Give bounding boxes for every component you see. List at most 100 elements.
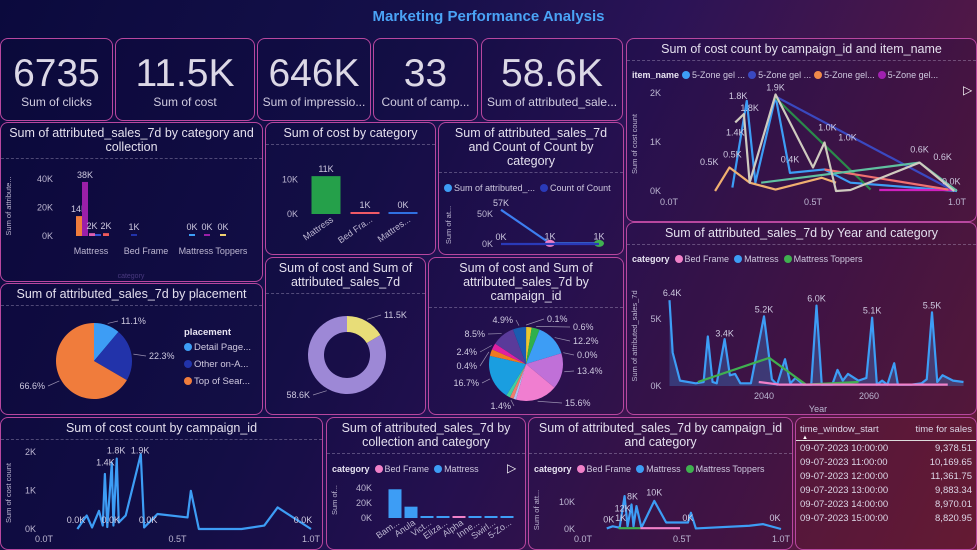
legend-dot-icon (184, 343, 192, 351)
data-label: 1.0K (838, 132, 857, 142)
kpi-card-attributed-sales[interactable]: 58.6K Sum of attributed_sale... (481, 38, 623, 121)
pie-slice (347, 316, 381, 344)
slice-label: 16.7% (453, 378, 479, 388)
leader-line (479, 351, 490, 367)
legend-item[interactable]: Bed Frame (576, 464, 631, 474)
kpi-card-clicks[interactable]: 6735 Sum of clicks (0, 38, 113, 121)
sales-time-table[interactable]: time_window_start ▲ time for sales 09-07-… (795, 417, 977, 550)
slice-label: 0.4% (456, 361, 477, 371)
pie-slice (516, 364, 555, 401)
legend-next-arrow-icon[interactable]: ▷ (963, 83, 973, 97)
legend-item[interactable]: Mattress (434, 464, 479, 474)
data-label: 0.0K (139, 515, 158, 525)
data-label: 1.0K (818, 123, 837, 133)
legend-item[interactable]: Mattress Toppers (685, 464, 764, 474)
legend-item[interactable]: 5-Zone gel ... (748, 70, 811, 80)
legend-item[interactable]: Detail Page... (184, 342, 251, 353)
chart-legend: category Bed Frame Mattress Mattress Top… (632, 254, 862, 264)
chart-sales-by-collection-category[interactable]: Sum of attributed_sales_7d by collection… (326, 417, 526, 550)
kpi-card-cost[interactable]: 11.5K Sum of cost (115, 38, 255, 121)
legend-item[interactable]: 5-Zone gel... (877, 70, 938, 80)
legend-next-arrow-icon[interactable]: ▷ (507, 461, 517, 475)
chart-title: Sum of cost count by campaign_id and ite… (627, 39, 976, 61)
data-label: 1.8K (740, 103, 759, 113)
chart-sales-by-year-category[interactable]: Sum of attributed_sales_7d by Year and c… (626, 222, 977, 415)
x-tick-label: Mattress (301, 214, 335, 242)
leader-line (107, 320, 119, 324)
legend-dot-icon (682, 71, 691, 79)
chart-sales-and-count-by-category[interactable]: Sum of attributed_sales_7d and Count of … (438, 122, 624, 255)
chart-title: Sum of attributed_sales_7d by placement (1, 284, 262, 306)
chart-cost-count-by-campaign-item[interactable]: Sum of cost count by campaign_id and ite… (626, 38, 977, 222)
x-tick-label: Mattress Toppers (179, 246, 248, 256)
legend-dot-icon (734, 255, 743, 263)
pie-slice (512, 327, 526, 364)
chart-sales-by-campaign-category[interactable]: Sum of attributed_sales_7d by campaign_i… (528, 417, 793, 550)
chart-title: Sum of cost count by campaign_id (1, 418, 322, 440)
legend-item[interactable]: 5-Zone gel... (814, 70, 875, 80)
x-tick-label: 1.0T (772, 534, 791, 544)
chart-plot: 0K 20K 40K Sum of attribute... 14K 38K 2K 2K 1K 0… (4, 170, 248, 280)
chart-plot: 11.1% 22.3% 66.6% (19, 316, 175, 399)
column-label: time_window_start (800, 424, 879, 435)
time-window-start-cell: 09-07-2023 15:00:00 (800, 512, 889, 524)
leader-line (554, 337, 571, 342)
leader-line (367, 314, 382, 320)
slice-label: 58.6K (286, 390, 310, 400)
kpi-card-impressions[interactable]: 646K Sum of impressio... (257, 38, 371, 121)
chart-title: Sum of attributed_sales_7d by category a… (1, 123, 262, 159)
legend-item[interactable]: Mattress (734, 254, 779, 264)
legend-item[interactable]: Top of Sear... (184, 376, 251, 387)
legend-item[interactable]: Other on-A... (184, 359, 251, 370)
legend-item[interactable]: Mattress Toppers (783, 254, 862, 264)
table-row[interactable]: 09-07-2023 13:00:00 9,883.34 (796, 483, 976, 497)
data-label: 0.6K (933, 152, 952, 162)
data-label: 0.4K (781, 155, 800, 165)
legend-item[interactable]: Sum of attributed_... (444, 183, 535, 193)
table-row[interactable]: 09-07-2023 11:00:00 10,169.65 (796, 455, 976, 469)
data-label: 11K (318, 164, 333, 174)
chart-sales-by-placement[interactable]: Sum of attributed_sales_7d by placement … (0, 283, 263, 415)
bar (131, 234, 137, 236)
table-row[interactable]: 09-07-2023 15:00:00 8,820.95 (796, 511, 976, 525)
bar (82, 181, 88, 236)
chart-cost-count-by-campaign[interactable]: Sum of cost count by campaign_id 0K 1K 2K 0… (0, 417, 323, 550)
pie-slice (492, 343, 526, 364)
table-row[interactable]: 09-07-2023 14:00:00 8,970.01 (796, 497, 976, 511)
slice-label: 4.9% (492, 315, 513, 325)
data-label: 0.0K (942, 177, 961, 187)
legend-item[interactable]: Count of Count (540, 183, 611, 193)
kpi-card-campaigns[interactable]: 33 Count of camp... (373, 38, 478, 121)
legend-item[interactable]: Mattress (636, 464, 681, 474)
chart-plot: 0K 1K 2K 0.0T 0.5T 1.0T Sum of cost count 0.0K 1… (4, 445, 321, 544)
y-tick-label: 0K (42, 231, 53, 241)
table-row[interactable]: 09-07-2023 12:00:00 11,361.75 (796, 469, 976, 483)
x-tick-label: Mattress (74, 246, 109, 256)
chart-title: Sum of attributed_sales_7d by collection… (327, 418, 525, 454)
column-header-time-for-sales[interactable]: time for sales (903, 418, 976, 441)
sort-ascending-icon[interactable]: ▲ (802, 435, 808, 441)
x-tick-label: Bed Frame (124, 246, 169, 256)
legend-dot-icon (184, 377, 192, 385)
pie-slice (495, 329, 526, 364)
chart-cost-and-sales-by-campaign[interactable]: Sum of cost and Sum of attributed_sales_… (428, 257, 624, 415)
legend-dot-icon (576, 465, 585, 473)
legend-dot-icon (374, 465, 383, 473)
kpi-value: 33 (403, 52, 448, 95)
data-label: 5.1K (863, 306, 882, 316)
bar (436, 516, 450, 518)
chart-sales-by-category-collection[interactable]: Sum of attributed_sales_7d by category a… (0, 122, 263, 282)
legend-item[interactable]: Bed Frame (374, 464, 429, 474)
y-tick-label: 20K (37, 203, 53, 213)
table-row[interactable]: 09-07-2023 10:00:00 9,378.51 (796, 441, 976, 456)
chart-cost-and-sales-donut[interactable]: Sum of cost and Sum of attributed_sales_… (265, 257, 426, 415)
legend-item[interactable]: Bed Frame (674, 254, 729, 264)
column-header-time-window-start[interactable]: time_window_start ▲ (796, 418, 904, 441)
x-tick-label: 0.5T (673, 534, 692, 544)
y-tick-label: 2K (650, 88, 661, 98)
data-label: 0.5K (700, 157, 719, 167)
chart-cost-by-category[interactable]: Sum of cost by category 0K 10K 11K 1K 0K Matt… (265, 122, 436, 255)
legend-item[interactable]: 5-Zone gel ... (682, 70, 745, 80)
